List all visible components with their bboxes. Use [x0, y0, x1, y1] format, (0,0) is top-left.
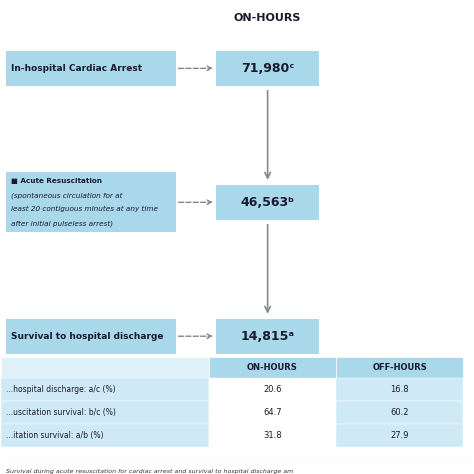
Text: ...hospital discharge: a/c (%): ...hospital discharge: a/c (%) [6, 385, 116, 394]
FancyBboxPatch shape [209, 357, 336, 378]
Text: 64.7: 64.7 [263, 408, 282, 417]
Text: 31.8: 31.8 [263, 431, 282, 440]
Text: ON-HOURS: ON-HOURS [234, 12, 301, 23]
Text: after initial pulseless arrest): after initial pulseless arrest) [11, 220, 113, 227]
FancyBboxPatch shape [216, 319, 319, 354]
FancyBboxPatch shape [6, 319, 176, 354]
FancyBboxPatch shape [216, 185, 319, 219]
Text: 46,563ᵇ: 46,563ᵇ [241, 196, 295, 209]
Text: 27.9: 27.9 [390, 431, 409, 440]
FancyBboxPatch shape [209, 378, 336, 401]
FancyBboxPatch shape [336, 357, 463, 378]
FancyBboxPatch shape [336, 401, 463, 424]
FancyBboxPatch shape [209, 401, 336, 424]
Text: 71,980ᶜ: 71,980ᶜ [241, 62, 294, 75]
Text: 16.8: 16.8 [390, 385, 409, 394]
Text: (spontaneous circulation for at: (spontaneous circulation for at [11, 192, 122, 199]
Text: 60.2: 60.2 [390, 408, 409, 417]
Text: In-hospital Cardiac Arrest: In-hospital Cardiac Arrest [11, 64, 142, 73]
Text: ■ Acute Resuscitation: ■ Acute Resuscitation [11, 178, 102, 184]
Text: 20.6: 20.6 [263, 385, 282, 394]
FancyBboxPatch shape [336, 378, 463, 401]
FancyBboxPatch shape [1, 401, 209, 424]
Text: ...uscitation survival: b/c (%): ...uscitation survival: b/c (%) [6, 408, 116, 417]
Text: ...itation survival: a/b (%): ...itation survival: a/b (%) [6, 431, 104, 440]
FancyBboxPatch shape [1, 424, 209, 447]
FancyBboxPatch shape [1, 378, 209, 401]
Text: OFF-HOURS: OFF-HOURS [372, 363, 427, 372]
FancyBboxPatch shape [6, 172, 176, 232]
FancyBboxPatch shape [6, 51, 176, 86]
Text: 14,815ᵃ: 14,815ᵃ [241, 330, 295, 343]
Text: least 20 contiguous minutes at any time: least 20 contiguous minutes at any time [11, 206, 158, 212]
Text: Survival to hospital discharge: Survival to hospital discharge [11, 332, 164, 341]
Text: Survival during acute resuscitation for cardiac arrest and survival to hospital : Survival during acute resuscitation for … [6, 469, 293, 474]
FancyBboxPatch shape [216, 51, 319, 86]
Text: ON-HOURS: ON-HOURS [247, 363, 298, 372]
FancyBboxPatch shape [209, 424, 336, 447]
FancyBboxPatch shape [336, 424, 463, 447]
FancyBboxPatch shape [1, 357, 209, 378]
